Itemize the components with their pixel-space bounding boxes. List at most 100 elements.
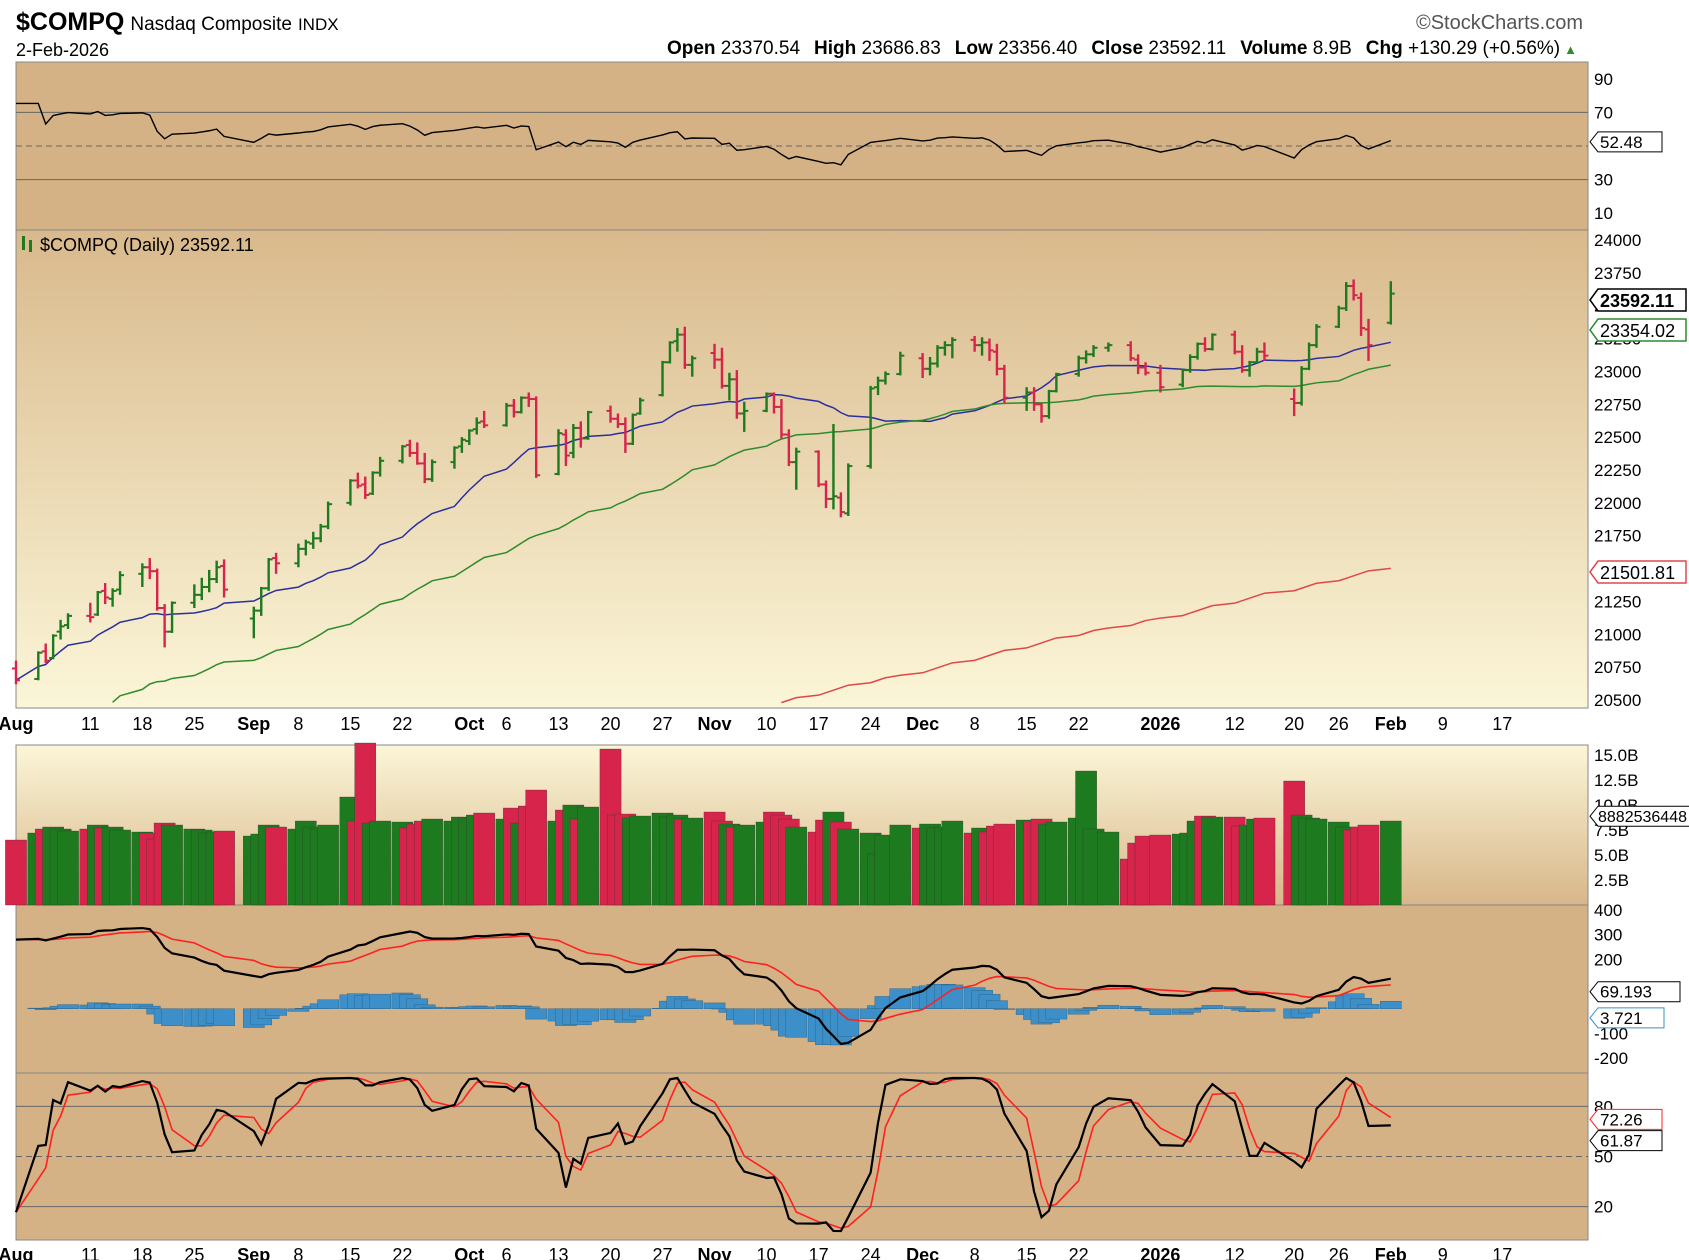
x-tick-label: Oct bbox=[454, 1245, 484, 1260]
x-tick-label: 15 bbox=[340, 714, 360, 734]
volume-bar bbox=[1150, 835, 1171, 905]
volume-tick-label: 2.5B bbox=[1594, 871, 1629, 890]
macd-histogram-bar bbox=[1202, 1005, 1223, 1008]
macd-histogram-bar bbox=[704, 1003, 725, 1009]
x-tick-label: 10 bbox=[757, 1245, 777, 1260]
x-tick-label: 17 bbox=[809, 1245, 829, 1260]
volume-bar bbox=[1046, 822, 1067, 905]
price-tick-label: 22750 bbox=[1594, 395, 1641, 414]
volume-bar bbox=[213, 831, 234, 905]
macd-histogram-bar bbox=[1306, 1008, 1327, 1009]
volume-bar bbox=[994, 824, 1015, 905]
macd-histogram-bar bbox=[139, 1006, 160, 1009]
volume-bar bbox=[318, 825, 339, 905]
x-tick-label: 13 bbox=[548, 1245, 568, 1260]
volume-bar bbox=[1380, 821, 1401, 905]
macd-histogram-bar bbox=[526, 1009, 547, 1019]
x-tick-label: 8 bbox=[293, 714, 303, 734]
x-tick-label: Aug bbox=[0, 714, 34, 734]
macd-tick-label: 200 bbox=[1594, 950, 1622, 969]
volume-bar bbox=[474, 813, 495, 905]
x-tick-label: 2026 bbox=[1140, 714, 1180, 734]
volume-bar bbox=[838, 829, 859, 905]
x-tick-label: 9 bbox=[1438, 1245, 1448, 1260]
macd-hist-tag-label: 3.721 bbox=[1600, 1009, 1643, 1028]
macd-histogram-bar bbox=[370, 994, 391, 1009]
rsi-tag-label: 52.48 bbox=[1600, 133, 1643, 152]
x-tick-label: Sep bbox=[237, 1245, 270, 1260]
volume-bar bbox=[1098, 832, 1119, 905]
rsi-tick-label: 10 bbox=[1594, 204, 1613, 223]
x-tick-label: 26 bbox=[1329, 1245, 1349, 1260]
x-tick-label: Nov bbox=[698, 714, 732, 734]
stochastic-k-tag-label: 61.87 bbox=[1600, 1132, 1643, 1151]
macd-histogram-bar bbox=[1046, 1009, 1067, 1019]
x-tick-label: 24 bbox=[861, 1245, 881, 1260]
price-tick-label: 20750 bbox=[1594, 658, 1641, 677]
volume-bar bbox=[370, 821, 391, 905]
x-tick-label: 11 bbox=[81, 1245, 100, 1260]
volume-bar bbox=[734, 825, 755, 905]
x-tick-label: 17 bbox=[1492, 1245, 1512, 1260]
volume-bar bbox=[630, 816, 651, 905]
x-tick-label: 12 bbox=[1225, 714, 1245, 734]
volume-bar bbox=[57, 831, 78, 905]
price-tick-label: 23000 bbox=[1594, 362, 1641, 381]
macd-histogram-bar bbox=[518, 1007, 539, 1009]
x-tick-label: Dec bbox=[906, 714, 939, 734]
macd-histogram-bar bbox=[1380, 1001, 1401, 1009]
x-tick-label: 22 bbox=[1069, 714, 1089, 734]
macd-histogram-bar bbox=[288, 1009, 309, 1012]
macd-histogram-bar bbox=[1298, 1009, 1319, 1013]
x-tick-label: 17 bbox=[809, 714, 829, 734]
x-tick-label: Sep bbox=[237, 714, 270, 734]
volume-bar bbox=[109, 830, 130, 905]
macd-histogram-bar bbox=[266, 1009, 287, 1016]
x-tick-label: 6 bbox=[501, 714, 511, 734]
volume-bar bbox=[1202, 817, 1223, 905]
macd-histogram-bar bbox=[161, 1009, 182, 1026]
x-tick-label: 20 bbox=[600, 1245, 620, 1260]
x-tick-label: 20 bbox=[1284, 1245, 1304, 1260]
macd-histogram-bar bbox=[786, 1009, 807, 1038]
macd-histogram-bar bbox=[318, 1000, 339, 1009]
price-tag-label: 23592.11 bbox=[1600, 291, 1674, 311]
price-tick-label: 23750 bbox=[1594, 264, 1641, 283]
volume-bar bbox=[526, 790, 547, 905]
volume-bar bbox=[422, 819, 443, 905]
macd-histogram-bar bbox=[578, 1009, 599, 1021]
price-tick-label: 20500 bbox=[1594, 691, 1641, 710]
x-tick-label: 18 bbox=[132, 714, 152, 734]
x-tick-label: 15 bbox=[1017, 714, 1037, 734]
macd-histogram-bar bbox=[734, 1009, 755, 1024]
rsi-tick-label: 70 bbox=[1594, 103, 1613, 122]
macd-histogram-bar bbox=[986, 1001, 1007, 1009]
macd-histogram-bar bbox=[474, 1007, 495, 1009]
volume-tag-label: 8882536448 bbox=[1598, 809, 1687, 826]
x-tick-label: Oct bbox=[454, 714, 484, 734]
rsi-tick-label: 90 bbox=[1594, 70, 1613, 89]
rsi-tick-label: 30 bbox=[1594, 171, 1613, 190]
price-tag-label: 21501.81 bbox=[1600, 563, 1675, 583]
x-tick-label: 25 bbox=[184, 714, 204, 734]
macd-histogram-bar bbox=[1076, 1009, 1097, 1011]
price-tick-label: 22500 bbox=[1594, 428, 1641, 447]
macd-histogram-bar bbox=[213, 1009, 234, 1026]
x-tick-label: 17 bbox=[1492, 714, 1512, 734]
x-tick-label: 22 bbox=[392, 714, 412, 734]
price-tick-label: 24000 bbox=[1594, 231, 1641, 250]
x-tick-label: 15 bbox=[340, 1245, 360, 1260]
macd-histogram-bar bbox=[630, 1009, 651, 1016]
volume-bar bbox=[1254, 818, 1275, 905]
stochastic-d-tag-label: 72.26 bbox=[1600, 1110, 1643, 1129]
volume-bar bbox=[578, 807, 599, 905]
stochastic-tick-label: 20 bbox=[1594, 1198, 1613, 1217]
macd-histogram-bar bbox=[994, 1009, 1015, 1010]
volume-bar bbox=[1306, 819, 1327, 905]
macd-histogram-bar bbox=[1098, 1005, 1119, 1009]
x-tick-label: Feb bbox=[1375, 1245, 1407, 1260]
x-tick-label: 18 bbox=[132, 1245, 152, 1260]
macd-tag-label: 69.193 bbox=[1600, 983, 1652, 1002]
x-tick-label: 9 bbox=[1438, 714, 1448, 734]
legend-bar-icon bbox=[22, 236, 25, 250]
